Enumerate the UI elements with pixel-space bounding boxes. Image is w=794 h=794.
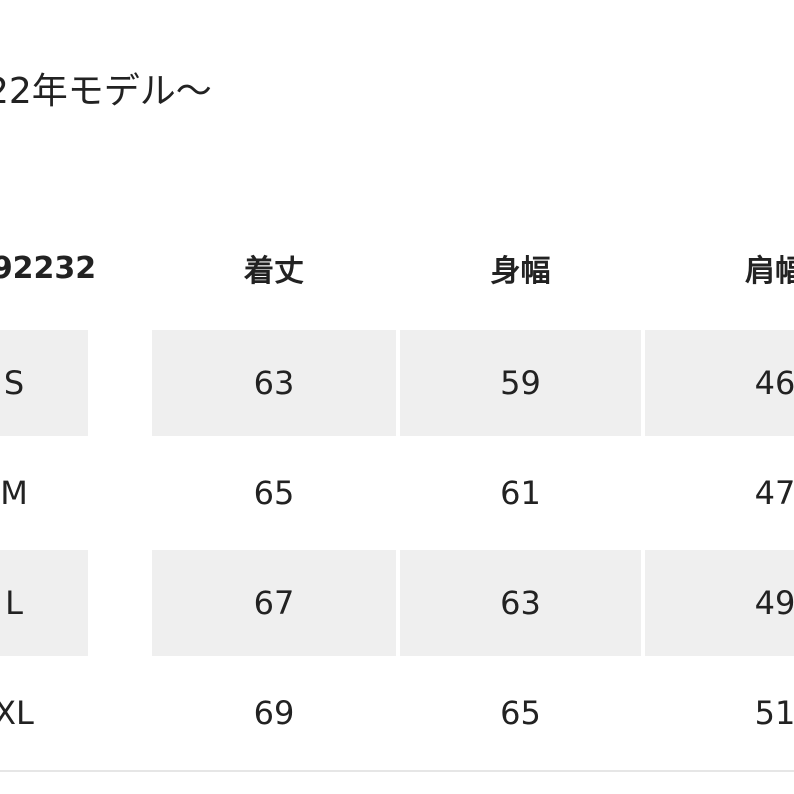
table-cell: 63 [400, 550, 641, 656]
table-cell: S [0, 330, 88, 436]
table-cell: 65 [500, 694, 541, 732]
table-cell: 46 [645, 330, 794, 436]
header-cell: 着丈 [244, 254, 304, 289]
table-cell: XL [0, 694, 34, 732]
table-cell: 67 [152, 550, 396, 656]
table-cell: 61 [500, 474, 541, 512]
header-cell: 身幅 [490, 254, 551, 289]
table-cell: 69 [253, 694, 295, 732]
header-cell: 92232 [0, 250, 97, 286]
header-cell: 肩幅 [745, 254, 794, 289]
bottom-rule [0, 770, 794, 772]
table-cell: M [0, 474, 28, 512]
title: 22年モデル〜 [0, 71, 212, 112]
table-cell: 47 [754, 474, 794, 512]
table-cell: L [0, 550, 88, 656]
table-cell: 65 [253, 474, 295, 512]
table-cell: 59 [400, 330, 641, 436]
table-cell: 49 [645, 550, 794, 656]
table-cell: 63 [152, 330, 396, 436]
table-cell: 51 [754, 694, 794, 732]
